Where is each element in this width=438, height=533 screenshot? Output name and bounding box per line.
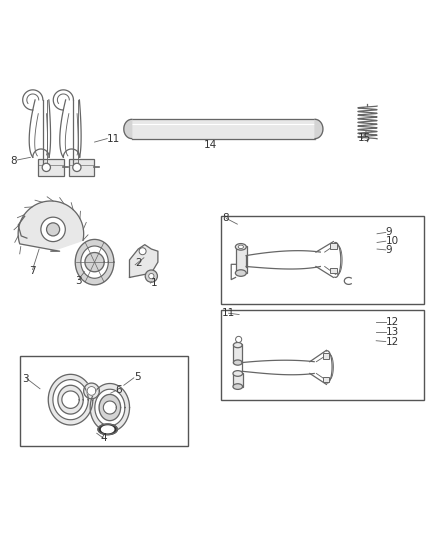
Text: 12: 12 <box>386 337 399 346</box>
Circle shape <box>46 223 60 236</box>
Polygon shape <box>87 386 96 395</box>
Text: 8: 8 <box>11 156 17 166</box>
Polygon shape <box>130 245 158 277</box>
Bar <box>20 356 188 446</box>
Ellipse shape <box>233 343 242 348</box>
Ellipse shape <box>233 370 243 376</box>
Polygon shape <box>98 424 117 434</box>
Text: 1: 1 <box>150 278 157 288</box>
Bar <box>38 159 64 176</box>
Circle shape <box>41 217 65 241</box>
Bar <box>236 246 247 273</box>
Text: 11: 11 <box>107 134 120 143</box>
Circle shape <box>236 336 242 343</box>
Polygon shape <box>58 385 83 414</box>
Text: 13: 13 <box>386 327 399 337</box>
Circle shape <box>139 248 146 255</box>
Bar <box>330 268 337 273</box>
Bar <box>233 344 242 362</box>
Ellipse shape <box>235 270 246 276</box>
Circle shape <box>73 163 81 172</box>
Text: 12: 12 <box>386 317 399 327</box>
Circle shape <box>145 270 157 282</box>
Polygon shape <box>62 391 79 408</box>
Polygon shape <box>84 383 99 399</box>
Polygon shape <box>53 379 88 420</box>
Polygon shape <box>75 239 114 285</box>
Text: 9: 9 <box>386 245 392 255</box>
Bar <box>323 376 329 382</box>
Polygon shape <box>315 119 323 139</box>
Ellipse shape <box>235 244 246 250</box>
Polygon shape <box>99 394 120 421</box>
Polygon shape <box>103 401 117 414</box>
Ellipse shape <box>238 245 244 248</box>
Polygon shape <box>18 201 84 251</box>
Text: 4: 4 <box>100 433 107 443</box>
Text: 2: 2 <box>135 259 142 269</box>
Text: 15: 15 <box>358 133 371 143</box>
Text: 7: 7 <box>29 266 36 276</box>
Polygon shape <box>124 119 132 139</box>
Circle shape <box>149 273 154 279</box>
Text: 14: 14 <box>204 140 217 150</box>
Ellipse shape <box>233 384 243 390</box>
Polygon shape <box>102 426 114 433</box>
Text: 8: 8 <box>222 214 229 223</box>
Text: 3: 3 <box>75 276 81 286</box>
Text: 6: 6 <box>115 385 122 394</box>
Polygon shape <box>95 389 125 426</box>
Bar <box>323 353 329 359</box>
Polygon shape <box>90 384 130 432</box>
Text: 11: 11 <box>222 308 235 318</box>
Bar <box>221 310 424 400</box>
Text: 5: 5 <box>134 372 141 382</box>
Polygon shape <box>85 253 104 272</box>
Bar <box>330 244 337 248</box>
Bar <box>69 159 94 176</box>
Bar <box>221 216 424 304</box>
Ellipse shape <box>233 360 242 365</box>
Polygon shape <box>48 374 93 425</box>
Text: 10: 10 <box>386 236 399 246</box>
Polygon shape <box>81 246 108 278</box>
Text: 9: 9 <box>386 228 392 237</box>
Text: 3: 3 <box>22 374 29 384</box>
Bar <box>233 373 243 386</box>
Circle shape <box>42 163 50 172</box>
